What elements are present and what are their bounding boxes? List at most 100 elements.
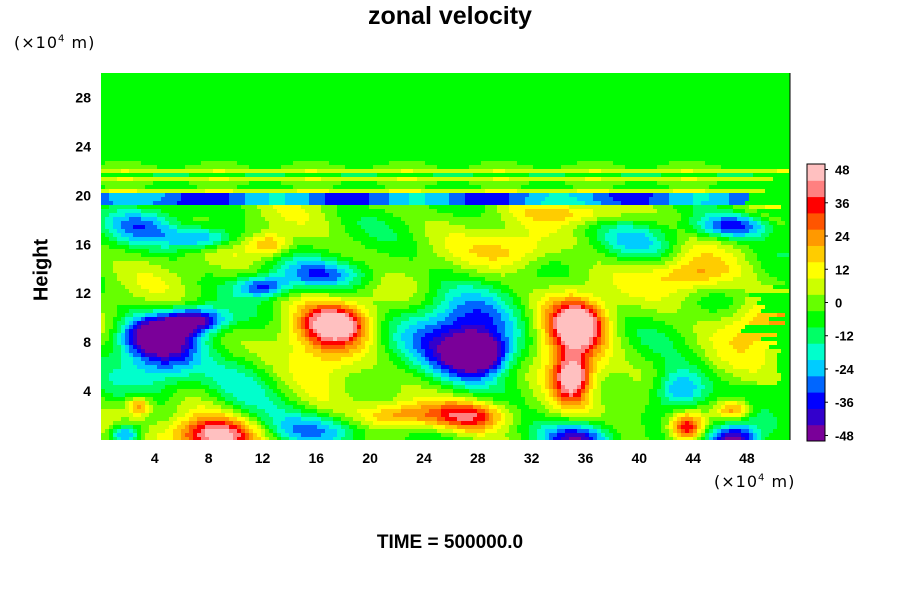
heat-cell <box>661 385 665 389</box>
heat-cell <box>529 233 549 237</box>
heat-cell <box>589 349 593 353</box>
heat-cell <box>589 377 593 381</box>
heat-cell <box>101 185 105 189</box>
heat-cell <box>505 365 509 369</box>
heat-cell <box>549 393 553 397</box>
heat-cell <box>581 381 585 385</box>
heat-cell <box>597 337 601 341</box>
heat-cell <box>609 429 617 433</box>
heat-cell <box>397 233 413 237</box>
heat-cell <box>665 437 673 440</box>
heat-cell <box>237 321 269 325</box>
heat-cell <box>601 201 621 205</box>
heat-cell <box>221 385 261 389</box>
heat-cell <box>569 193 593 197</box>
heat-cell <box>513 421 521 425</box>
heat-cell <box>449 233 465 237</box>
heat-cell <box>597 309 601 313</box>
heat-cell <box>745 257 757 261</box>
heat-cell <box>741 221 749 225</box>
heat-cell <box>353 429 365 433</box>
heat-cell <box>189 181 249 185</box>
heat-cell <box>137 205 241 209</box>
heat-cell <box>345 269 353 273</box>
heat-cell <box>165 281 181 285</box>
heat-cell <box>601 381 653 385</box>
heat-cell <box>517 341 525 345</box>
x-tick-label: 44 <box>685 450 701 466</box>
heat-cell <box>109 337 113 341</box>
heat-cell <box>261 213 281 217</box>
heat-cell <box>109 425 113 429</box>
heat-cell <box>521 353 529 357</box>
heat-cell <box>501 217 517 221</box>
heat-cell <box>245 173 285 177</box>
heat-cell <box>197 185 237 189</box>
heat-cell <box>649 345 673 349</box>
heat-cell <box>677 209 693 213</box>
heat-cell <box>233 289 241 293</box>
colorbar-swatch <box>807 180 825 198</box>
heat-cell <box>201 329 205 333</box>
heat-cell <box>101 429 105 433</box>
heat-cell <box>501 373 509 377</box>
heat-cell <box>493 401 509 405</box>
heat-cell <box>241 289 249 293</box>
heat-cell <box>485 209 497 213</box>
heat-cell <box>193 341 197 345</box>
heat-cell <box>617 305 641 309</box>
heat-cell <box>121 233 133 237</box>
heat-cell <box>521 389 533 393</box>
heat-cell <box>189 373 205 377</box>
heat-cell <box>485 373 489 377</box>
heat-cell <box>549 401 557 405</box>
heat-cell <box>521 417 569 421</box>
heat-cell <box>701 297 733 301</box>
heat-cell <box>261 229 329 233</box>
heat-cell <box>221 321 229 325</box>
heat-cell <box>529 353 537 357</box>
heat-cell <box>741 269 753 273</box>
heat-cell <box>397 353 405 357</box>
heat-cell <box>597 233 605 237</box>
heat-cell <box>513 345 517 349</box>
heat-cell <box>541 329 545 333</box>
heat-cell <box>369 349 377 353</box>
heat-cell <box>613 337 621 341</box>
heat-cell <box>757 437 761 440</box>
heat-cell <box>485 301 497 305</box>
heat-cell <box>205 321 209 325</box>
heat-cell <box>213 341 221 345</box>
heat-cell <box>141 213 157 217</box>
heat-cell <box>509 365 513 369</box>
heat-cell <box>525 345 529 349</box>
heat-cell <box>101 329 105 333</box>
heat-cell <box>213 357 225 361</box>
heat-cell <box>521 297 529 301</box>
heat-cell <box>585 177 601 181</box>
heat-cell <box>525 341 533 345</box>
heat-cell <box>209 337 213 341</box>
heat-cell <box>401 389 437 393</box>
heat-cell <box>421 341 429 345</box>
heat-cell <box>389 325 397 329</box>
heat-cell <box>361 329 365 333</box>
heat-cell <box>549 329 553 333</box>
heat-cell <box>709 357 721 361</box>
heat-cell <box>265 421 273 425</box>
heat-cell <box>125 249 149 253</box>
heat-cell <box>405 221 425 225</box>
heat-cell <box>745 349 765 353</box>
heat-cell <box>737 309 749 313</box>
heat-cell <box>393 361 405 365</box>
heat-cell <box>129 437 133 440</box>
heat-cell <box>729 361 765 365</box>
heat-cell <box>289 281 305 285</box>
heat-cell <box>605 353 613 357</box>
heat-cell <box>201 345 209 349</box>
heat-cell <box>561 249 597 253</box>
heat-cell <box>593 397 601 401</box>
heat-cell <box>301 277 337 281</box>
heat-cell <box>597 345 601 349</box>
heat-cell <box>645 357 665 361</box>
